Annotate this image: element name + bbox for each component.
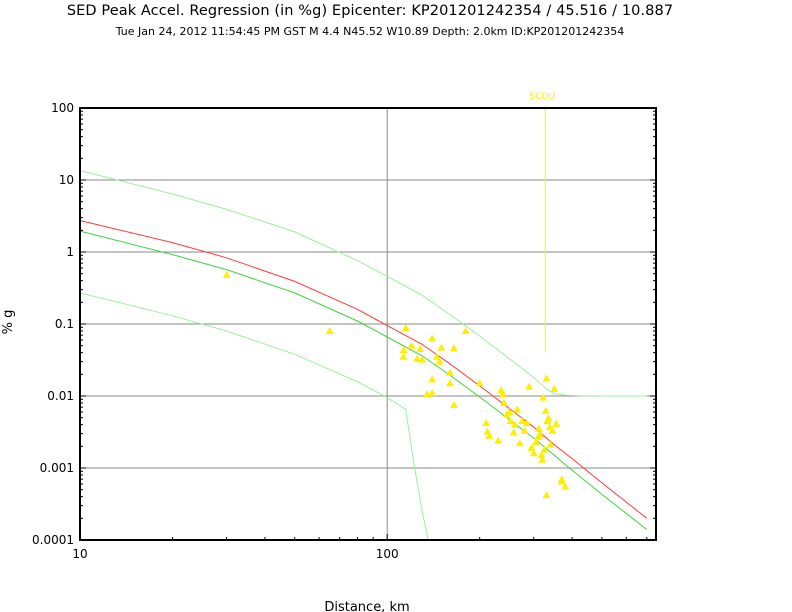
x-axis-label: Distance, km [324,600,409,612]
y-tick-label: 10 [59,173,74,187]
observation-point [399,352,408,360]
observation-point [506,417,515,424]
observation-point [550,385,559,392]
observation-point [428,375,437,383]
observation-point [535,424,543,432]
observation-point [537,451,546,459]
observation-point [450,344,458,352]
observation-point [539,393,548,401]
observation-point [536,430,545,438]
observation-point [485,431,494,439]
lower-curve [79,292,429,541]
observation-point [222,271,231,278]
observation-point [498,390,507,398]
observation-point [520,426,529,434]
observation-point [423,390,432,398]
upper-curve [79,170,647,397]
red-curve [79,220,648,519]
observation-point [475,379,484,387]
observation-point [399,346,408,354]
observation-point [510,420,519,428]
observation-point [428,334,437,342]
observation-point [527,443,536,451]
observation-point [542,374,551,382]
chart-title: SED Peak Accel. Regression (in %g) Epice… [66,3,674,19]
observation-point [483,427,492,435]
y-tick-label: 0.01 [47,389,74,403]
observation-point [548,426,557,434]
observation-point [557,477,566,485]
chart-subtitle: Tue Jan 24, 2012 11:54:45 PM GST M 4.4 N… [115,25,625,38]
green-curve [79,230,648,530]
observation-points [222,271,570,499]
y-tick-label: 100 [51,101,74,115]
observation-point [522,419,531,427]
observation-point [416,345,425,352]
observation-point [552,419,561,427]
observation-point [450,401,458,408]
observation-point [529,449,538,457]
observation-point [518,417,527,424]
observation-point [540,445,549,453]
observation-point [413,354,421,362]
observation-point [497,386,506,394]
observation-point [494,436,503,444]
y-tick-label: 0.001 [40,461,74,475]
observation-point [418,355,427,363]
observation-point [546,440,555,448]
observation-point [445,379,454,387]
observation-point [500,399,508,406]
tick-marks [79,107,656,541]
observation-point [435,357,444,365]
y-tick-label: 1 [66,245,74,259]
observation-point [513,405,522,413]
observation-point [538,455,547,463]
observation-point [509,428,518,436]
observation-point [505,408,514,415]
observation-point [432,352,441,360]
observation-point [445,368,454,376]
x-tick-label: 10 [72,547,87,561]
x-tick-label: 100 [376,547,399,561]
observation-point [482,419,491,427]
observation-point [325,327,334,334]
observation-point [401,324,410,331]
observation-point [542,491,551,499]
observation-point [515,439,524,447]
observation-point [525,382,534,390]
observation-point [544,414,553,422]
grid-lines [79,107,656,541]
y-tick-label: 0.0001 [32,533,74,547]
observation-point [561,482,570,490]
y-axis-label: % g [1,310,16,335]
observation-point [461,327,470,334]
observation-point [437,343,446,351]
station-label: SCOU [529,92,555,102]
regression-curves [79,170,648,541]
y-tick-label: 0.1 [55,317,74,331]
observation-point [532,438,540,445]
station-marker: SCOU [529,92,555,353]
observation-point [428,389,437,396]
observation-point [407,341,416,349]
observation-point [541,406,550,414]
